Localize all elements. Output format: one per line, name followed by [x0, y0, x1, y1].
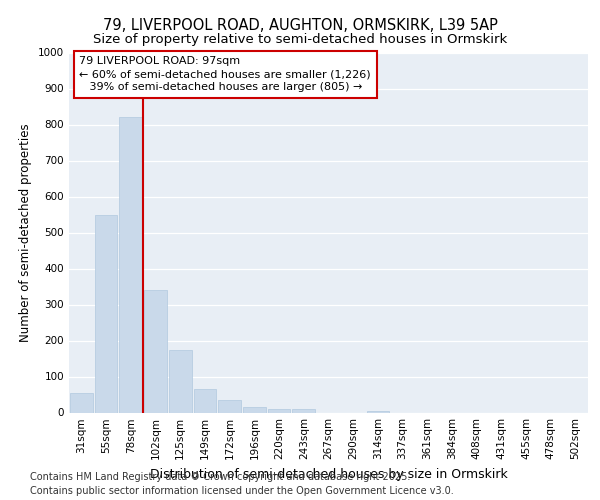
Text: Contains public sector information licensed under the Open Government Licence v3: Contains public sector information licen…	[30, 486, 454, 496]
Bar	[243, 407, 266, 412]
Bar	[95, 214, 118, 412]
Y-axis label: Number of semi-detached properties: Number of semi-detached properties	[19, 123, 32, 342]
X-axis label: Distribution of semi-detached houses by size in Ormskirk: Distribution of semi-detached houses by …	[149, 468, 508, 481]
Bar	[119, 118, 142, 412]
Bar	[169, 350, 191, 412]
Bar	[194, 389, 216, 412]
Bar	[268, 409, 290, 412]
Text: Size of property relative to semi-detached houses in Ormskirk: Size of property relative to semi-detach…	[93, 32, 507, 46]
Bar	[144, 290, 167, 412]
Bar	[218, 400, 241, 412]
Bar	[292, 409, 315, 412]
Bar	[70, 392, 93, 412]
Bar	[367, 410, 389, 412]
Text: 79 LIVERPOOL ROAD: 97sqm
← 60% of semi-detached houses are smaller (1,226)
   39: 79 LIVERPOOL ROAD: 97sqm ← 60% of semi-d…	[79, 56, 371, 92]
Text: Contains HM Land Registry data © Crown copyright and database right 2025.: Contains HM Land Registry data © Crown c…	[30, 472, 410, 482]
Text: 79, LIVERPOOL ROAD, AUGHTON, ORMSKIRK, L39 5AP: 79, LIVERPOOL ROAD, AUGHTON, ORMSKIRK, L…	[103, 18, 497, 32]
